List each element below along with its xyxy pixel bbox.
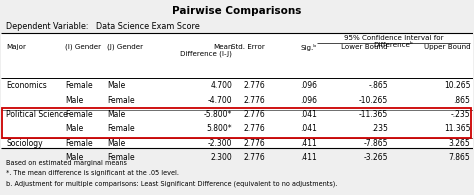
Text: Male: Male xyxy=(108,110,126,119)
Text: .865: .865 xyxy=(453,96,470,105)
Text: .411: .411 xyxy=(301,153,317,162)
Text: 11.365: 11.365 xyxy=(444,124,470,133)
Text: -7.865: -7.865 xyxy=(363,139,388,148)
Text: Based on estimated marginal means: Based on estimated marginal means xyxy=(6,160,127,166)
Text: Male: Male xyxy=(65,153,83,162)
Text: -.865: -.865 xyxy=(368,81,388,90)
Text: (J) Gender: (J) Gender xyxy=(108,44,144,50)
Text: 4.700: 4.700 xyxy=(210,81,232,90)
Text: 10.265: 10.265 xyxy=(444,81,470,90)
Text: -4.700: -4.700 xyxy=(208,96,232,105)
Text: Economics: Economics xyxy=(6,81,47,90)
Text: Female: Female xyxy=(65,139,92,148)
Text: .096: .096 xyxy=(300,81,317,90)
Text: 3.265: 3.265 xyxy=(448,139,470,148)
Text: 2.776: 2.776 xyxy=(244,124,265,133)
Text: -2.300: -2.300 xyxy=(208,139,232,148)
Text: .041: .041 xyxy=(300,124,317,133)
Text: 2.776: 2.776 xyxy=(244,153,265,162)
Text: .096: .096 xyxy=(300,96,317,105)
Text: Female: Female xyxy=(108,96,135,105)
Text: 95% Confidence Interval for
Differenceᵇ: 95% Confidence Interval for Differenceᵇ xyxy=(344,35,444,48)
Text: -.235: -.235 xyxy=(451,110,470,119)
Text: *. The mean difference is significant at the .05 level.: *. The mean difference is significant at… xyxy=(6,170,179,176)
FancyBboxPatch shape xyxy=(1,33,473,148)
Text: Mean
Difference (I-J): Mean Difference (I-J) xyxy=(181,44,232,57)
Text: 2.776: 2.776 xyxy=(244,139,265,148)
Text: Male: Male xyxy=(65,124,83,133)
Text: .411: .411 xyxy=(301,139,317,148)
Text: Political Science: Political Science xyxy=(6,110,68,119)
Text: Std. Error: Std. Error xyxy=(231,44,265,50)
Text: Female: Female xyxy=(65,81,92,90)
Text: -10.265: -10.265 xyxy=(358,96,388,105)
Text: (I) Gender: (I) Gender xyxy=(65,44,101,50)
Text: Upper Bound: Upper Bound xyxy=(424,44,470,50)
Text: Pairwise Comparisons: Pairwise Comparisons xyxy=(173,6,301,16)
Text: Dependent Variable:   Data Science Exam Score: Dependent Variable: Data Science Exam Sc… xyxy=(6,22,200,31)
Text: .235: .235 xyxy=(371,124,388,133)
Text: 7.865: 7.865 xyxy=(448,153,470,162)
Text: 5.800*: 5.800* xyxy=(207,124,232,133)
Text: Lower Bound: Lower Bound xyxy=(341,44,388,50)
Text: b. Adjustment for multiple comparisons: Least Significant Difference (equivalent: b. Adjustment for multiple comparisons: … xyxy=(6,180,337,187)
Text: Male: Male xyxy=(108,81,126,90)
Text: 2.300: 2.300 xyxy=(210,153,232,162)
Text: 2.776: 2.776 xyxy=(244,81,265,90)
Text: Female: Female xyxy=(108,153,135,162)
Text: Sociology: Sociology xyxy=(6,139,43,148)
Text: 2.776: 2.776 xyxy=(244,110,265,119)
Text: Sig.ᵇ: Sig.ᵇ xyxy=(301,44,317,51)
Text: .041: .041 xyxy=(300,110,317,119)
Text: -11.365: -11.365 xyxy=(358,110,388,119)
Text: 2.776: 2.776 xyxy=(244,96,265,105)
Text: Major: Major xyxy=(6,44,26,50)
Text: Female: Female xyxy=(65,110,92,119)
Text: -3.265: -3.265 xyxy=(363,153,388,162)
Text: -5.800*: -5.800* xyxy=(204,110,232,119)
Text: Female: Female xyxy=(108,124,135,133)
Text: Male: Male xyxy=(65,96,83,105)
Text: Male: Male xyxy=(108,139,126,148)
